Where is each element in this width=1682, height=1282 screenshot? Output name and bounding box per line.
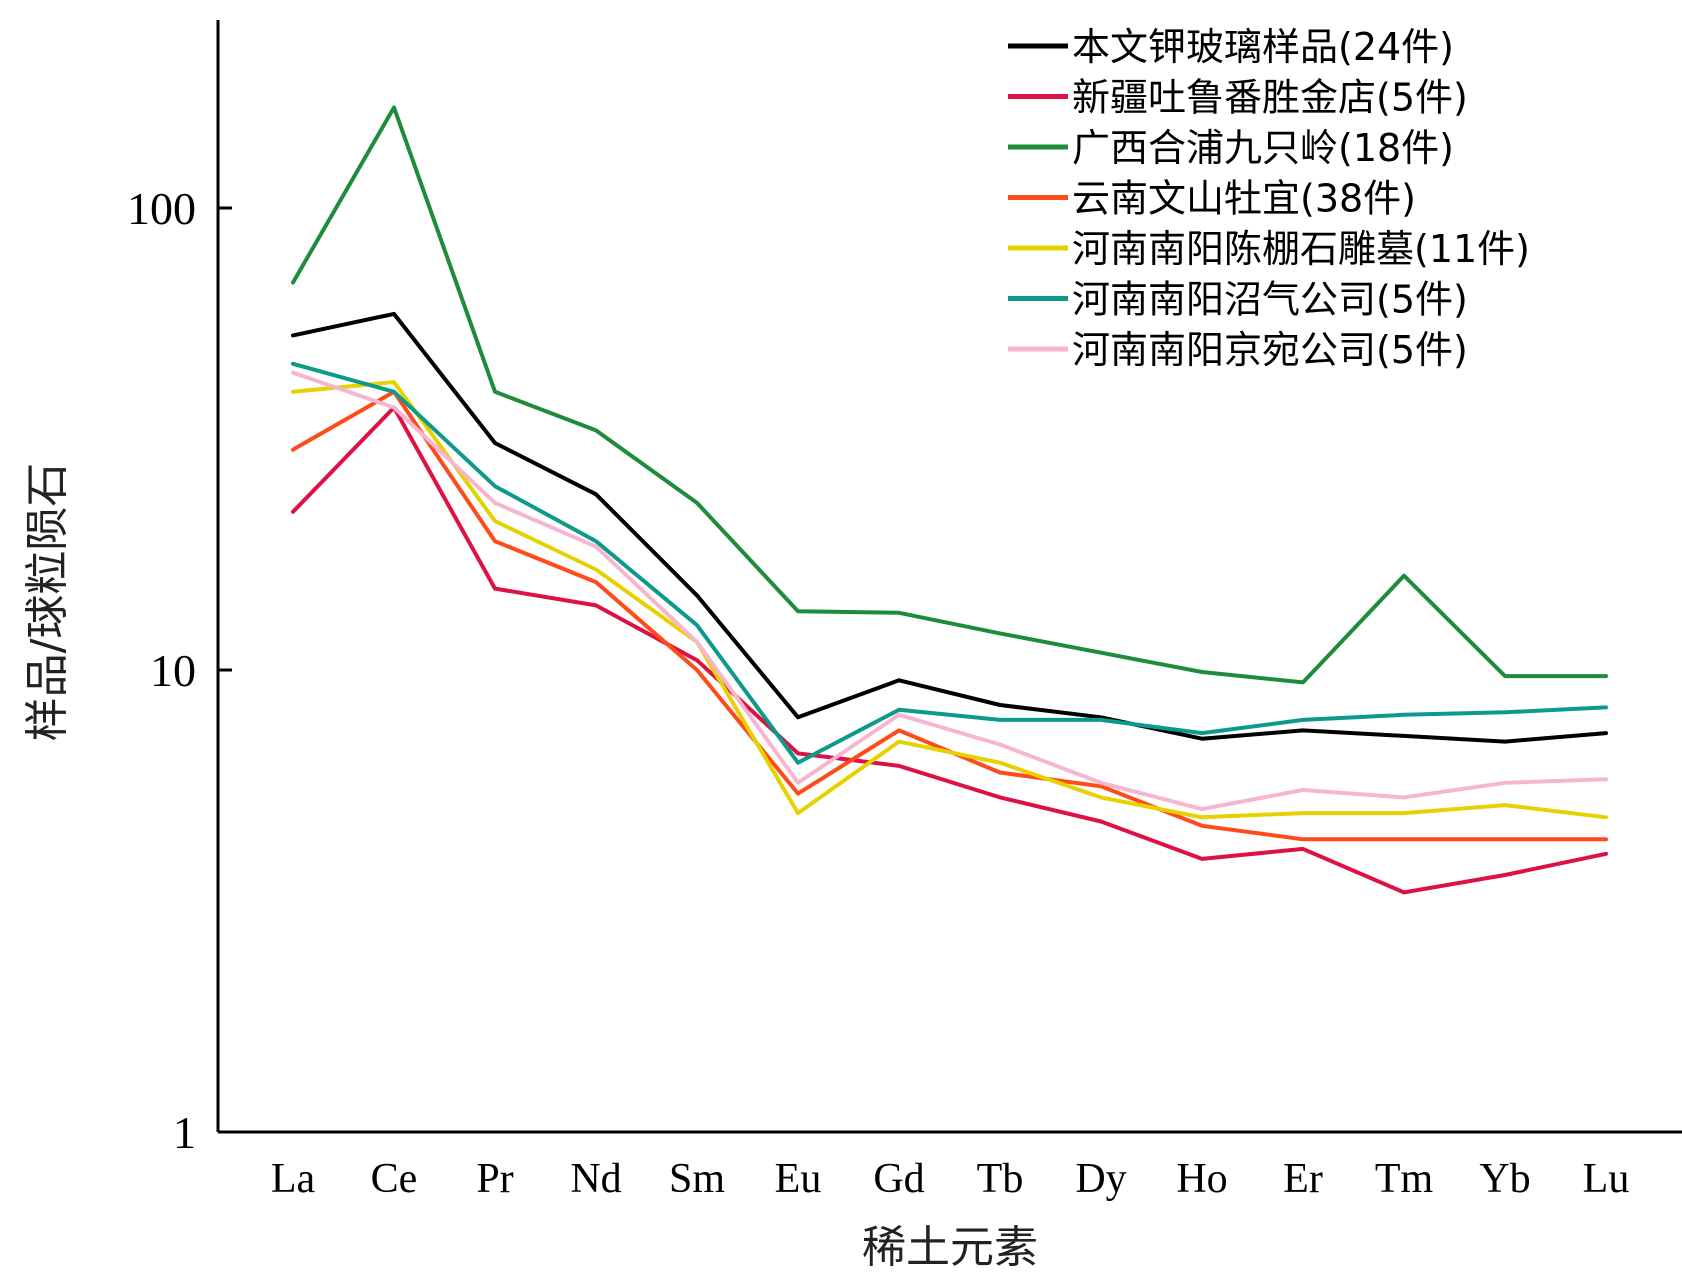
- legend-label-6: 河南南阳沼气公司(5件): [1072, 278, 1468, 322]
- x-tick-label-Ce: Ce: [371, 1156, 418, 1202]
- series-line-5: [291, 380, 1608, 820]
- x-tick-label-Gd: Gd: [873, 1156, 924, 1202]
- legend-label-7: 河南南阳京宛公司(5件): [1072, 328, 1468, 372]
- y-axis-title: 样品/球粒陨石: [22, 463, 73, 742]
- series-line-1: [291, 311, 1608, 744]
- x-tick-label-Pr: Pr: [476, 1156, 513, 1202]
- y-tick-label: 10: [150, 645, 196, 696]
- x-tick-label-Nd: Nd: [570, 1156, 621, 1202]
- x-tick-label-Lu: Lu: [1583, 1156, 1630, 1202]
- x-tick-label-Er: Er: [1283, 1156, 1323, 1202]
- legend-label-2: 新疆吐鲁番胜金店(5件): [1072, 76, 1468, 120]
- legend: 本文钾玻璃样品(24件) 新疆吐鲁番胜金店(5件) 广西合浦九只岭(18件) 云南文山…: [1008, 25, 1530, 372]
- legend-label-1: 本文钾玻璃样品(24件): [1072, 25, 1454, 69]
- x-tick-label-Tb: Tb: [977, 1156, 1024, 1202]
- series-line-2: [291, 405, 1608, 895]
- plot-lines: [291, 105, 1608, 895]
- x-axis-title: 稀土元素: [862, 1222, 1038, 1273]
- y-tick-label: 1: [173, 1107, 196, 1158]
- x-tick-label-Tm: Tm: [1375, 1156, 1434, 1202]
- series-line-6: [291, 361, 1608, 765]
- x-tick-label-La: La: [271, 1156, 316, 1202]
- x-tick-label-Dy: Dy: [1075, 1156, 1126, 1202]
- legend-label-4: 云南文山牡宜(38件): [1072, 177, 1416, 221]
- x-tick-label-Yb: Yb: [1479, 1156, 1530, 1202]
- legend-label-5: 河南南阳陈棚石雕墓(11件): [1072, 227, 1530, 271]
- series-line-3: [291, 105, 1608, 685]
- x-tick-label-Ho: Ho: [1176, 1156, 1227, 1202]
- x-ticks: La Ce Pr Nd Sm Eu Gd Tb Dy Ho Er Tm Yb Lu: [271, 1156, 1629, 1202]
- x-tick-label-Sm: Sm: [669, 1156, 725, 1202]
- y-tick-label: 100: [127, 183, 196, 234]
- series-line-7: [291, 370, 1608, 812]
- series-line-4: [291, 389, 1608, 842]
- legend-label-3: 广西合浦九只岭(18件): [1072, 126, 1454, 170]
- x-tick-label-Eu: Eu: [775, 1156, 822, 1202]
- y-ticks: 1 10 100: [127, 183, 232, 1158]
